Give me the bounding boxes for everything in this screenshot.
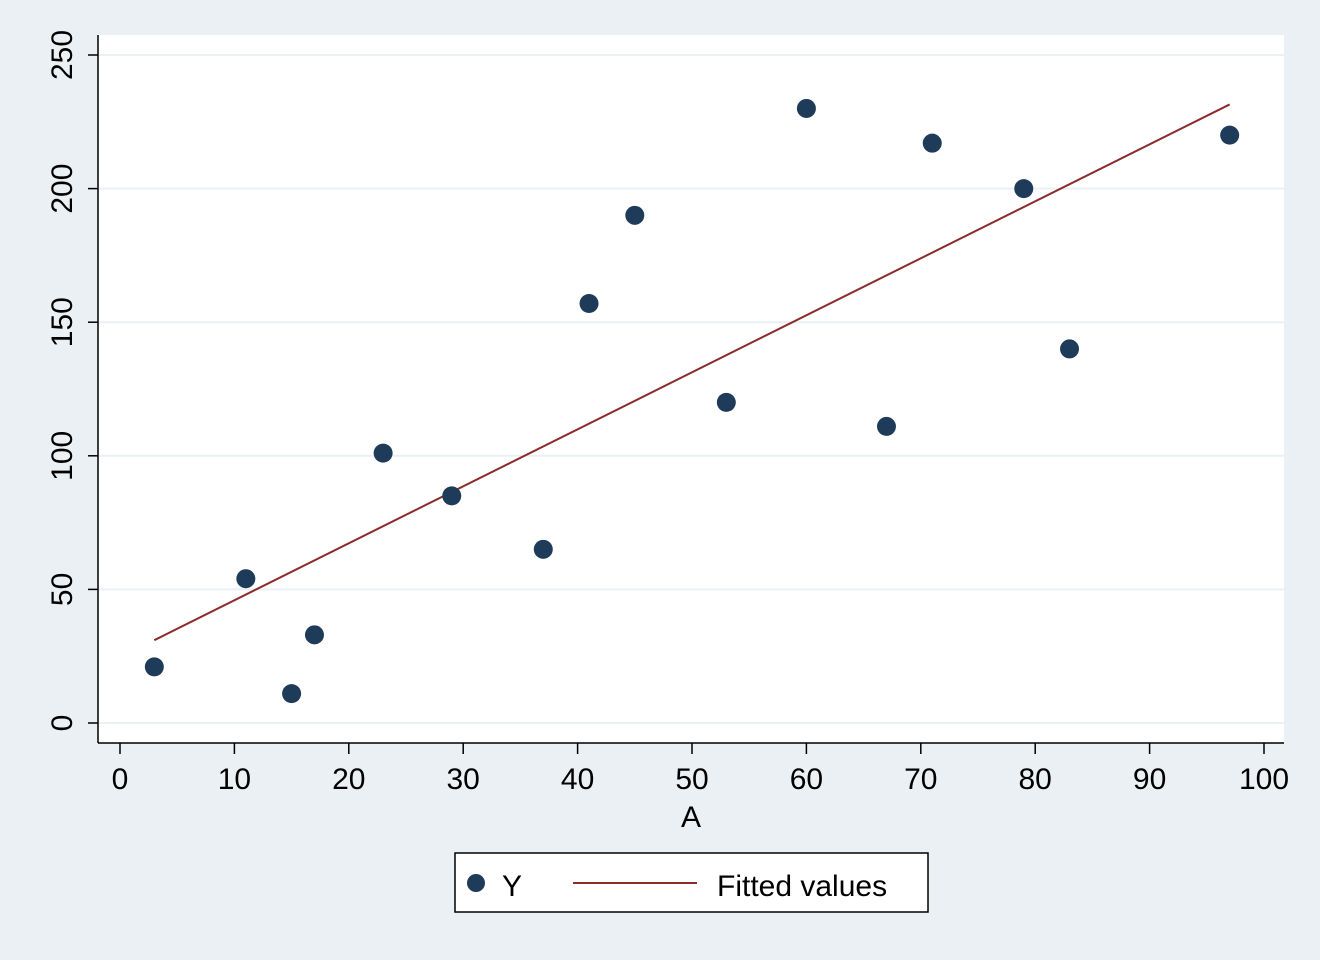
legend-label-y: Y — [502, 870, 522, 903]
x-tick-label-2: 20 — [332, 763, 365, 796]
data-point-10 — [796, 98, 816, 118]
x-tick-label-9: 90 — [1133, 763, 1166, 796]
data-point-11 — [876, 416, 896, 436]
data-point-6 — [533, 539, 553, 559]
y-tick-label-0: 0 — [46, 715, 79, 732]
data-point-5 — [442, 486, 462, 506]
x-axis-ticks: 0 10 20 30 40 50 60 70 80 90 100 — [112, 743, 1289, 796]
data-point-15 — [1220, 125, 1240, 145]
fitted-line — [153, 103, 1231, 642]
x-tick-label-6: 60 — [790, 763, 823, 796]
legend-label-fitted: Fitted values — [717, 870, 887, 903]
x-tick-label-1: 10 — [218, 763, 251, 796]
y-tick-label-4: 200 — [46, 164, 79, 214]
data-point-7 — [579, 293, 599, 313]
data-point-12 — [922, 133, 942, 153]
x-tick-label-4: 40 — [561, 763, 594, 796]
y-tick-label-1: 50 — [46, 573, 79, 606]
data-point-8 — [625, 205, 645, 225]
x-tick-label-5: 50 — [675, 763, 708, 796]
grid-lines — [98, 54, 1284, 724]
data-point-13 — [1014, 179, 1034, 199]
fitted-line-series — [153, 103, 1231, 642]
data-point-3 — [304, 625, 324, 645]
data-point-1 — [236, 569, 256, 589]
data-point-4 — [373, 443, 393, 463]
x-tick-label-7: 70 — [904, 763, 937, 796]
data-point-14 — [1060, 339, 1080, 359]
x-tick-label-8: 80 — [1019, 763, 1052, 796]
scatter-series — [144, 98, 1240, 704]
plot-area — [98, 35, 1284, 743]
x-axis-title: A — [681, 801, 701, 834]
legend: Y Fitted values — [454, 852, 929, 913]
data-point-0 — [144, 657, 164, 677]
y-tick-label-3: 150 — [46, 297, 79, 347]
y-tick-label-2: 100 — [46, 431, 79, 481]
data-point-2 — [282, 684, 302, 704]
y-axis-ticks: 0 50 100 150 200 250 — [46, 30, 98, 731]
x-tick-label-10: 100 — [1239, 763, 1289, 796]
y-tick-label-5: 250 — [46, 30, 79, 80]
data-point-9 — [716, 392, 736, 412]
legend-marker-y — [467, 874, 485, 892]
x-tick-label-3: 30 — [447, 763, 480, 796]
x-tick-label-0: 0 — [112, 763, 129, 796]
